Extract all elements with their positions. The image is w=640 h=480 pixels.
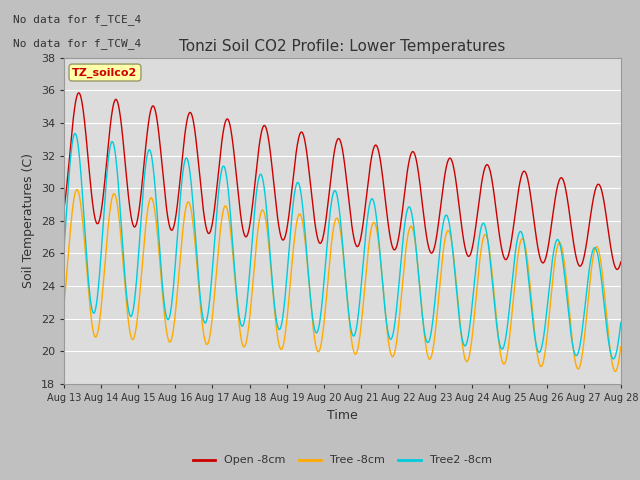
Y-axis label: Soil Temperatures (C): Soil Temperatures (C) [22, 153, 35, 288]
Tree -8cm [502, 358, 509, 363]
Text: No data for f_TCW_4: No data for f_TCW_4 [13, 38, 141, 49]
Tree -8cm [429, 345, 437, 351]
Tree2 -8cm [72, 131, 79, 136]
Text: TZ_soilco2: TZ_soilco2 [72, 67, 138, 78]
Tree -8cm [246, 307, 254, 312]
Tree -8cm [60, 302, 68, 308]
Open -8cm [171, 220, 179, 226]
Title: Tonzi Soil CO2 Profile: Lower Temperatures: Tonzi Soil CO2 Profile: Lower Temperatur… [179, 39, 506, 54]
Open -8cm [246, 218, 254, 224]
Tree -8cm [551, 257, 559, 263]
Open -8cm [429, 249, 437, 254]
Line: Tree2 -8cm: Tree2 -8cm [64, 133, 621, 359]
Text: No data for f_TCE_4: No data for f_TCE_4 [13, 14, 141, 25]
Tree2 -8cm [617, 320, 625, 326]
Open -8cm [617, 259, 625, 265]
Open -8cm [551, 197, 559, 203]
Tree2 -8cm [171, 269, 179, 275]
X-axis label: Time: Time [327, 408, 358, 421]
Tree2 -8cm [502, 334, 509, 340]
Tree -8cm [612, 369, 620, 374]
Line: Open -8cm: Open -8cm [64, 93, 621, 269]
Tree -8cm [171, 317, 179, 323]
Tree2 -8cm [610, 356, 618, 362]
Tree2 -8cm [551, 242, 559, 248]
Open -8cm [502, 257, 509, 263]
Open -8cm [60, 205, 68, 211]
Tree -8cm [617, 344, 625, 349]
Open -8cm [614, 266, 621, 272]
Tree -8cm [184, 199, 192, 204]
Line: Tree -8cm: Tree -8cm [64, 190, 621, 372]
Tree2 -8cm [184, 159, 192, 165]
Tree2 -8cm [246, 259, 254, 265]
Tree -8cm [73, 187, 81, 192]
Legend: Open -8cm, Tree -8cm, Tree2 -8cm: Open -8cm, Tree -8cm, Tree2 -8cm [189, 451, 496, 470]
Tree2 -8cm [60, 246, 68, 252]
Open -8cm [184, 113, 192, 119]
Tree2 -8cm [429, 315, 437, 321]
Open -8cm [75, 90, 83, 96]
